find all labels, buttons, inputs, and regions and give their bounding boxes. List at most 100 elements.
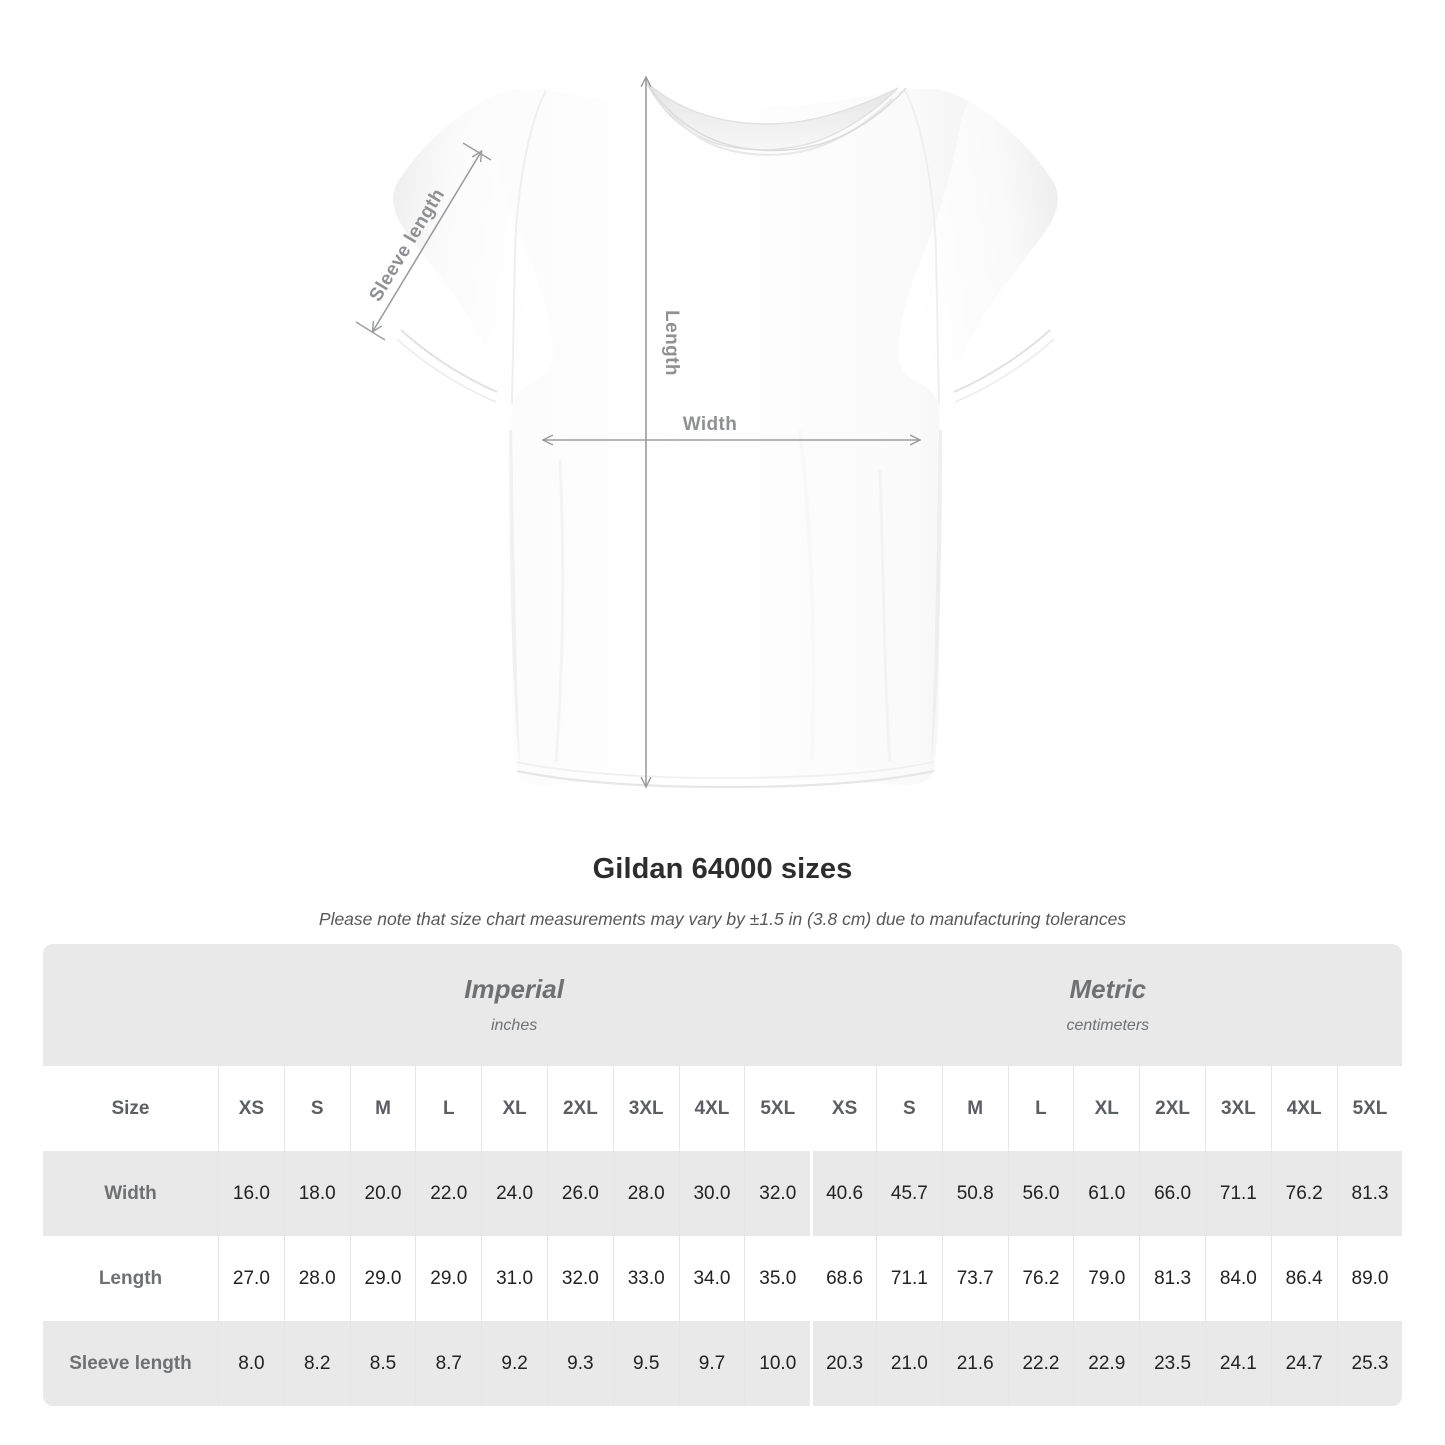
unit-subtitle: centimeters [1066, 1017, 1150, 1035]
table-row: Length 27.0 28.0 29.0 29.0 31.0 32.0 33.0 34.0 35… [43, 1236, 1403, 1321]
cell-length-metric-6: 84.0 [1204, 1236, 1271, 1321]
size-column-header-sizes_metric-s: S [875, 1066, 942, 1151]
unit-header-metric: Metric centimeters [810, 944, 1403, 1066]
cell-sleeve-length-imperial-3: 8.7 [415, 1321, 482, 1406]
tshirt-bottom-hem-inner [515, 761, 934, 779]
cell-sleeve-length-metric-7: 24.7 [1270, 1321, 1337, 1406]
cell-sleeve-length-metric-6: 24.1 [1204, 1321, 1271, 1406]
cell-length-imperial-6: 33.0 [612, 1236, 679, 1321]
page-title: Gildan 64000 sizes [592, 853, 853, 885]
length-label: Length [661, 310, 682, 376]
size-chart-table-wrap: Imperial inches Metric centimeters Size XS S M L… [43, 944, 1403, 1406]
cell-length-metric-3: 76.2 [1007, 1236, 1074, 1321]
size-header-row: Size XS S M L XL 2XL 3XL 4XL 5XL XS S M L XL 2XL 3XL 4XL 5… [43, 1066, 1403, 1151]
tshirt-collar [645, 81, 899, 151]
tshirt-fold-2 [878, 469, 892, 763]
cell-sleeve-length-metric-4: 22.9 [1073, 1321, 1140, 1406]
cell-sleeve-length-imperial-5: 9.3 [546, 1321, 613, 1406]
cell-sleeve-length-imperial-1: 8.2 [283, 1321, 350, 1406]
tshirt-right-sleeve-hem [953, 329, 1051, 393]
cell-length-imperial-5: 32.0 [546, 1236, 613, 1321]
cell-length-metric-5: 81.3 [1139, 1236, 1205, 1321]
cell-width-imperial-3: 22.0 [415, 1151, 482, 1236]
row-label-length: Length [43, 1236, 218, 1321]
size-column-header-sizes_imperial-4xl: 4XL [678, 1066, 745, 1151]
tshirt-body-path [393, 80, 1058, 786]
cell-length-imperial-0: 27.0 [218, 1236, 284, 1321]
cell-width-metric-0: 40.6 [810, 1151, 876, 1236]
tshirt-left-side-shade [509, 430, 520, 766]
cell-length-metric-2: 73.7 [941, 1236, 1008, 1321]
size-column-header-sizes_imperial-l: L [415, 1066, 482, 1151]
size-column-header-sizes_metric-xl: XL [1073, 1066, 1140, 1151]
unit-name: Imperial [464, 973, 564, 1004]
cell-width-metric-5: 66.0 [1139, 1151, 1205, 1236]
cell-sleeve-length-imperial-7: 9.7 [678, 1321, 745, 1406]
size-column-header-sizes_imperial-3xl: 3XL [612, 1066, 679, 1151]
width-label: Width [683, 414, 738, 435]
tolerance-note: Please note that size chart measurements… [318, 909, 1127, 929]
size-column-header-sizes_metric-3xl: 3XL [1204, 1066, 1271, 1151]
cell-width-metric-2: 50.8 [941, 1151, 1008, 1236]
unit-band-row: Imperial inches Metric centimeters [43, 944, 1403, 1066]
size-column-header-sizes_metric-xs: XS [810, 1066, 876, 1151]
cell-width-imperial-5: 26.0 [546, 1151, 613, 1236]
unit-subtitle: inches [490, 1017, 538, 1035]
cell-sleeve-length-metric-2: 21.6 [941, 1321, 1008, 1406]
size-column-header-sizes_metric-2xl: 2XL [1139, 1066, 1205, 1151]
unit-header-imperial: Imperial inches [218, 944, 811, 1066]
cell-width-imperial-4: 24.0 [481, 1151, 547, 1236]
tshirt-left-sleeve-hem-inner [396, 338, 497, 403]
cell-width-imperial-7: 30.0 [678, 1151, 745, 1236]
cell-width-metric-4: 61.0 [1073, 1151, 1140, 1236]
cell-width-imperial-0: 16.0 [218, 1151, 284, 1236]
size-column-header-sizes_metric-4xl: 4XL [1270, 1066, 1337, 1151]
sleeve-tick-bottom [355, 321, 386, 341]
table-row: Width 16.0 18.0 20.0 22.0 24.0 26.0 28.0 30.0 32.… [43, 1151, 1403, 1236]
tshirt-diagram: Width Length Sleeve length [355, 0, 1058, 830]
measurement-guides [355, 78, 919, 786]
cell-length-imperial-1: 28.0 [283, 1236, 350, 1321]
size-column-header-sizes_metric-m: M [941, 1066, 1008, 1151]
cell-width-imperial-1: 18.0 [283, 1151, 350, 1236]
cell-length-imperial-8: 35.0 [744, 1236, 811, 1321]
size-column-header-sizes_metric-l: L [1007, 1066, 1074, 1151]
cell-sleeve-length-metric-0: 20.3 [810, 1321, 876, 1406]
cell-sleeve-length-imperial-8: 10.0 [744, 1321, 811, 1406]
cell-length-metric-4: 79.0 [1073, 1236, 1140, 1321]
cell-sleeve-length-imperial-0: 8.0 [218, 1321, 284, 1406]
cell-sleeve-length-imperial-4: 9.2 [481, 1321, 547, 1406]
size-column-header-sizes_imperial-2xl: 2XL [546, 1066, 613, 1151]
tshirt-bottom-hem [516, 769, 935, 789]
size-column-header-sizes_imperial-xl: XL [481, 1066, 547, 1151]
cell-width-imperial-8: 32.0 [744, 1151, 811, 1236]
cell-width-imperial-6: 28.0 [612, 1151, 679, 1236]
cell-sleeve-length-imperial-6: 9.5 [612, 1321, 679, 1406]
cell-sleeve-length-metric-5: 23.5 [1139, 1321, 1205, 1406]
cell-sleeve-length-metric-1: 21.0 [875, 1321, 942, 1406]
cell-width-imperial-2: 20.0 [349, 1151, 416, 1236]
sleeve-tick-top [462, 142, 492, 161]
unit-name: Metric [1069, 973, 1147, 1004]
unit-band-spacer [43, 944, 218, 1066]
cell-length-imperial-3: 29.0 [415, 1236, 482, 1321]
cell-sleeve-length-metric-3: 22.2 [1007, 1321, 1074, 1406]
size-column-header-sizes_imperial-5xl: 5XL [744, 1066, 811, 1151]
row-label-sleeve-length: Sleeve length [43, 1321, 218, 1406]
sleeve-length-arrow [373, 152, 481, 331]
row-label-width: Width [43, 1151, 218, 1236]
cell-width-metric-7: 76.2 [1270, 1151, 1337, 1236]
cell-length-metric-0: 68.6 [810, 1236, 876, 1321]
cell-length-metric-7: 86.4 [1270, 1236, 1337, 1321]
cell-length-imperial-7: 34.0 [678, 1236, 745, 1321]
tshirt-right-side-shade [931, 430, 942, 766]
cell-width-metric-6: 71.1 [1204, 1151, 1271, 1236]
tshirt-right-shoulder-seam [904, 89, 940, 405]
size-chart-table: Imperial inches Metric centimeters Size XS S M L… [43, 944, 1403, 1406]
size-column-header-sizes_metric-5xl: 5XL [1336, 1066, 1403, 1151]
size-column-header-sizes_imperial-xs: XS [218, 1066, 284, 1151]
tshirt-neck-opening [644, 79, 907, 152]
cell-length-imperial-4: 31.0 [481, 1236, 547, 1321]
cell-length-imperial-2: 29.0 [349, 1236, 416, 1321]
cell-width-metric-1: 45.7 [875, 1151, 942, 1236]
